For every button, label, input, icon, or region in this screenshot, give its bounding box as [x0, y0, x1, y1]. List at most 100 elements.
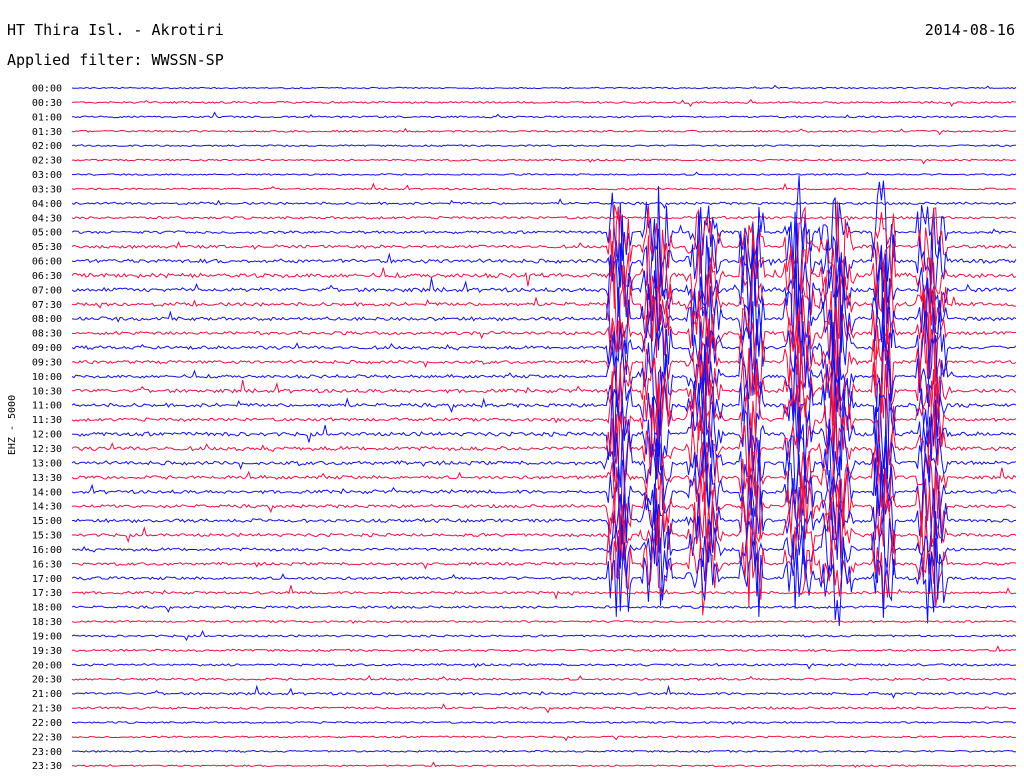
row-time-label: 11:30: [32, 415, 62, 426]
row-time-label: 01:30: [32, 127, 62, 138]
seismic-trace-row: [71, 144, 1017, 148]
seismic-trace-row: [71, 629, 1017, 642]
row-time-label: 22:00: [32, 718, 62, 729]
seismic-trace-row: [71, 222, 1017, 353]
seismic-trace-row: [71, 749, 1017, 753]
seismic-trace-row: [71, 201, 1017, 314]
row-time-label: 08:00: [32, 314, 62, 325]
row-time-label: 06:00: [32, 257, 62, 268]
row-time-label: 11:00: [32, 401, 62, 412]
row-time-label: 16:00: [32, 545, 62, 556]
seismic-trace-row: [71, 721, 1017, 725]
seismic-trace-row: [71, 215, 1017, 221]
row-time-label: 03:30: [32, 184, 62, 195]
seismic-trace-row: [71, 111, 1017, 119]
seismic-trace-row: [71, 257, 1017, 376]
row-time-label: 21:30: [32, 704, 62, 715]
row-time-label: 14:00: [32, 487, 62, 498]
seismic-trace-row: [71, 186, 1017, 337]
row-time-label: 05:30: [32, 242, 62, 253]
seismic-trace-row: [71, 605, 1017, 613]
seismic-trace-row: [71, 684, 1017, 699]
seismic-trace-row: [71, 442, 1017, 530]
row-time-label: 22:30: [32, 732, 62, 743]
row-time-label: 14:30: [32, 502, 62, 513]
row-time-label: 09:00: [32, 343, 62, 354]
seismic-trace-row: [71, 450, 1017, 553]
row-time-label: 02:30: [32, 156, 62, 167]
row-time-label: 12:30: [32, 444, 62, 455]
seismic-trace-row: [71, 171, 1017, 176]
seismic-trace-row: [71, 761, 1017, 769]
row-time-label: 05:00: [32, 228, 62, 239]
row-time-label: 06:30: [32, 271, 62, 282]
row-time-label: 10:00: [32, 372, 62, 383]
row-time-label: 23:00: [32, 747, 62, 758]
seismic-trace-row: [71, 703, 1017, 714]
row-time-label: 01:00: [32, 112, 62, 123]
seismic-trace-row: [71, 438, 1017, 560]
y-axis-label: EHZ - 5000: [7, 395, 18, 455]
seismic-trace-row: [71, 182, 1017, 191]
seismic-trace-row: [71, 306, 1017, 426]
seismic-trace-row: [71, 277, 1017, 396]
date-label: 2014-08-16: [924, 21, 1015, 39]
row-time-label: 00:00: [32, 84, 62, 95]
row-time-label: 18:30: [32, 617, 62, 628]
row-time-label: 23:30: [32, 761, 62, 772]
row-time-label: 10:30: [32, 386, 62, 397]
seismic-trace-row: [71, 374, 1017, 492]
row-time-label: 12:00: [32, 430, 62, 441]
row-time-label: 09:30: [32, 357, 62, 368]
row-time-label: 00:30: [32, 98, 62, 109]
station-title: HT Thira Isl. - Akrotiri: [7, 21, 224, 39]
seismic-trace-row: [71, 514, 1017, 627]
seismic-trace-row: [71, 585, 1017, 600]
seismic-trace-row: [71, 332, 1017, 446]
row-time-label: 07:00: [32, 285, 62, 296]
seismic-trace-row: [71, 499, 1017, 606]
row-time-label: 13:00: [32, 458, 62, 469]
seismic-trace-row: [71, 321, 1017, 436]
seismic-trace-row: [71, 401, 1017, 516]
seismic-trace-row: [71, 735, 1017, 742]
row-time-label: 19:30: [32, 646, 62, 657]
row-time-label: 17:00: [32, 574, 62, 585]
row-time-label: 04:00: [32, 199, 62, 210]
row-time-label: 21:00: [32, 689, 62, 700]
row-time-label: 20:30: [32, 675, 62, 686]
seismic-trace-row: [71, 206, 1017, 339]
seismic-trace-row: [71, 248, 1017, 382]
row-time-label: 19:00: [32, 631, 62, 642]
seismic-trace-row: [71, 175, 1017, 282]
row-time-label: 02:00: [32, 141, 62, 152]
row-time-label: 18:00: [32, 603, 62, 614]
seismic-trace-row: [71, 361, 1017, 479]
seismic-trace-row: [71, 517, 1017, 616]
seismic-trace-row: [71, 467, 1017, 584]
row-time-label: 07:30: [32, 300, 62, 311]
seismic-trace-row: [71, 84, 1017, 90]
seismic-trace-row: [71, 158, 1017, 165]
row-time-label: 16:30: [32, 559, 62, 570]
row-time-label: 15:30: [32, 531, 62, 542]
seismic-trace-row: [71, 662, 1016, 670]
seismic-trace-row: [71, 295, 1017, 402]
seismic-trace-row: [71, 456, 1017, 568]
row-time-label: 13:30: [32, 473, 62, 484]
seismic-trace-row: [71, 674, 1017, 682]
seismic-trace-row: [71, 98, 1017, 108]
row-time-label: 15:00: [32, 516, 62, 527]
row-time-label: 04:30: [32, 213, 62, 224]
seismic-trace-row: [71, 343, 1017, 470]
row-time-label: 20:00: [32, 660, 62, 671]
row-time-label: 17:30: [32, 588, 62, 599]
row-time-label: 08:30: [32, 329, 62, 340]
seismic-trace-row: [71, 127, 1017, 136]
row-time-label: 03:00: [32, 170, 62, 181]
seismic-trace-row: [71, 396, 1017, 507]
filter-label: Applied filter: WWSSN-SP: [7, 51, 224, 69]
seismic-trace-row: [71, 619, 1017, 624]
seismic-trace-row: [71, 198, 1017, 210]
